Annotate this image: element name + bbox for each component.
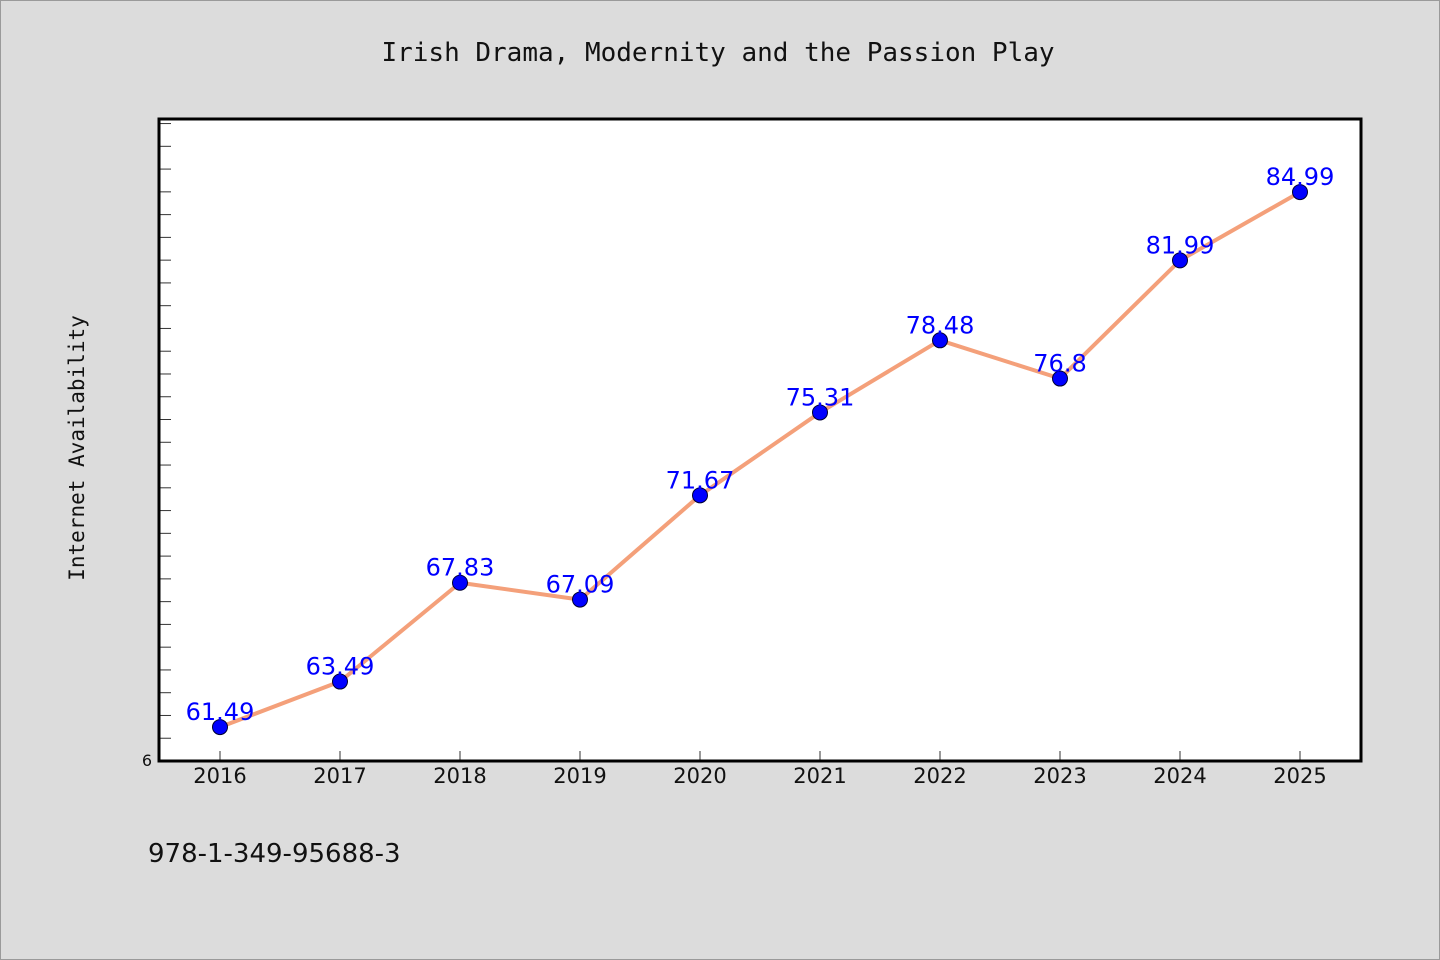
data-point-marker xyxy=(332,673,348,690)
data-point-marker xyxy=(692,487,708,504)
data-label: 67.09 xyxy=(546,571,615,599)
data-point-marker xyxy=(932,332,948,349)
x-axis-ticks: 2016 2017 2018 2019 2020 2021 2022 2023 2024 2025 xyxy=(193,751,1327,788)
plot-area xyxy=(159,119,1361,761)
data-point-marker xyxy=(812,404,828,421)
data-label: 75.31 xyxy=(786,383,855,411)
data-label: 61.49 xyxy=(186,698,255,726)
data-label: 76.8 xyxy=(1033,350,1086,378)
x-tick-label: 2025 xyxy=(1273,764,1326,788)
x-tick-label: 2016 xyxy=(193,764,246,788)
isbn-footer: 978-1-349-95688-3 xyxy=(148,839,401,869)
y-axis-ticks xyxy=(159,123,171,739)
data-point-marker xyxy=(452,574,468,591)
data-point-marker xyxy=(1172,252,1188,269)
data-label: 63.49 xyxy=(306,653,375,681)
series-line xyxy=(218,190,1302,730)
data-label: 71.67 xyxy=(666,466,735,494)
x-tick-label: 2021 xyxy=(793,764,846,788)
data-point-marker xyxy=(1052,370,1068,387)
series-layer: 61.49 63.49 67.83 67.09 71.67 75.31 78.48 76.8 8… xyxy=(186,163,1335,736)
data-label: 67.83 xyxy=(426,554,495,582)
data-point-marker xyxy=(1292,184,1308,201)
x-tick-label: 2019 xyxy=(553,764,606,788)
chart-title: Irish Drama, Modernity and the Passion P… xyxy=(381,38,1054,68)
data-point-marker xyxy=(572,591,588,608)
x-tick-label: 2017 xyxy=(313,764,366,788)
x-tick-label: 2024 xyxy=(1153,764,1206,788)
y-axis-label: Internet Availability xyxy=(65,315,89,581)
x-tick-label: 2023 xyxy=(1033,764,1086,788)
x-tick-label: 2022 xyxy=(913,764,966,788)
data-label: 84.99 xyxy=(1266,163,1335,191)
y-tick-label: 6 xyxy=(142,751,152,770)
x-tick-label: 2018 xyxy=(433,764,486,788)
x-tick-label: 2020 xyxy=(673,764,726,788)
plot-border xyxy=(157,117,1363,763)
data-point-marker xyxy=(212,719,228,736)
data-label: 78.48 xyxy=(906,311,975,339)
data-label: 81.99 xyxy=(1146,231,1215,259)
